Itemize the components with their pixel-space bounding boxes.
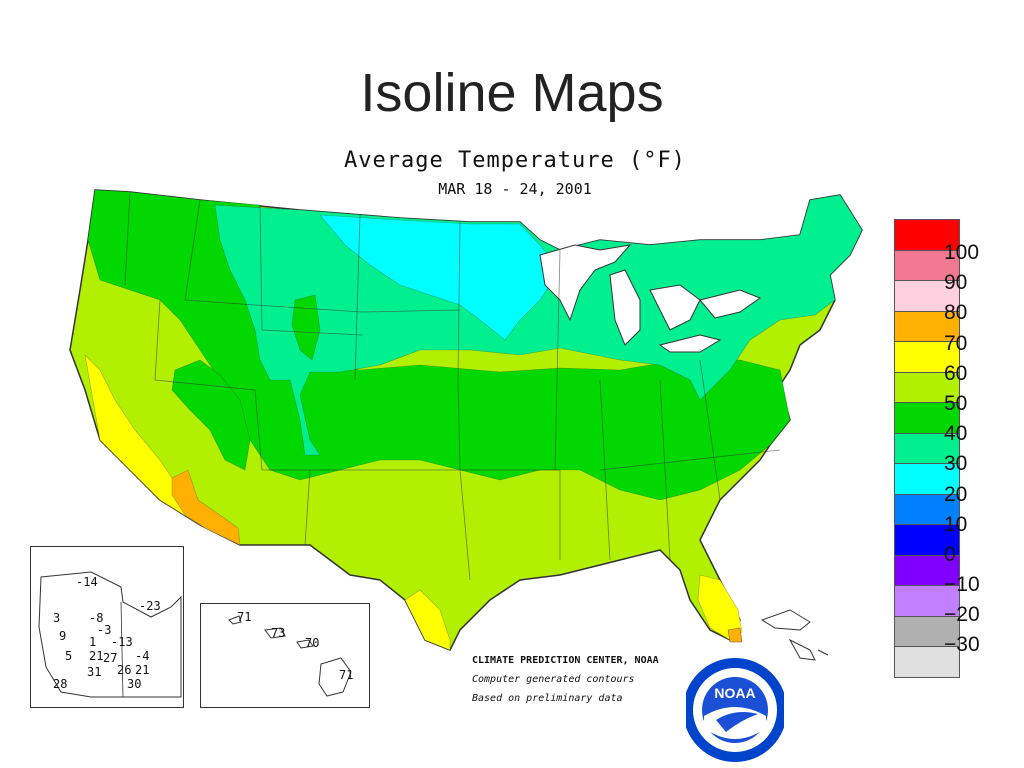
alaska-label: -8 xyxy=(89,611,104,625)
legend-swatch xyxy=(894,494,960,525)
legend-label: 30 xyxy=(944,452,968,476)
alaska-map xyxy=(38,571,182,698)
legend-label: 100 xyxy=(944,241,980,264)
alaska-label: 3 xyxy=(53,611,61,625)
legend-label: 50 xyxy=(944,391,968,415)
legend-label: −10 xyxy=(944,573,980,597)
band-70-florida xyxy=(727,627,743,643)
alaska-label: -13 xyxy=(111,635,133,649)
legend-swatch xyxy=(894,464,960,495)
legend-label: −30 xyxy=(944,633,980,657)
alaska-inset: -14 -23 3 -8 -3 9 1 -13 5 21 27 -4 26 21… xyxy=(30,546,184,708)
map-title: Average Temperature (°F) xyxy=(344,148,686,173)
map-date: MAR 18 - 24, 2001 xyxy=(438,180,592,198)
legend-swatch xyxy=(894,433,960,464)
noaa-logo-text: NOAA xyxy=(714,685,755,701)
legend-swatch xyxy=(894,525,960,556)
band-70-arizona xyxy=(171,469,241,546)
legend-swatch xyxy=(894,647,960,678)
hawaii-label: 70 xyxy=(305,636,320,650)
slide-title: Isoline Maps xyxy=(360,63,664,123)
alaska-label: -4 xyxy=(135,649,150,663)
band-60-texas xyxy=(404,589,451,651)
hawaii-label: 71 xyxy=(237,610,252,624)
legend-label: 10 xyxy=(944,512,968,536)
hawaii-inset: 71 73 70 71 xyxy=(200,603,370,708)
legend-swatch xyxy=(894,311,960,342)
alaska-label: 5 xyxy=(65,649,73,663)
legend-swatch xyxy=(894,250,960,281)
band-40-great-basin xyxy=(171,359,251,471)
legend-label: 20 xyxy=(944,482,968,506)
great-lakes xyxy=(539,244,762,353)
hawaii-label: 71 xyxy=(339,668,354,682)
legend-swatch xyxy=(894,616,960,647)
color-legend xyxy=(894,219,960,678)
credit-source: CLIMATE PREDICTION CENTER, NOAA xyxy=(472,655,659,666)
band-30-wyoming xyxy=(291,294,321,361)
alaska-label: 1 xyxy=(89,635,97,649)
alaska-label: -3 xyxy=(97,623,112,637)
legend-label: 90 xyxy=(944,271,968,295)
alaska-label: 30 xyxy=(127,677,142,691)
alaska-label: 28 xyxy=(53,677,68,691)
legend-swatch xyxy=(894,342,960,373)
legend-labels: 100 90 80 70 60 50 40 30 20 10 0 −10 −20 −30 xyxy=(944,238,980,661)
legend-label: 60 xyxy=(944,361,968,385)
legend-swatch xyxy=(894,555,960,586)
credit-data: Based on preliminary data xyxy=(472,693,623,704)
band-20 xyxy=(319,214,561,341)
legend-swatch xyxy=(894,586,960,617)
legend-label: −20 xyxy=(944,603,980,627)
legend-label: 40 xyxy=(944,422,968,446)
credits: CLIMATE PREDICTION CENTER, NOAA Computer… xyxy=(472,655,659,712)
legend-label: 70 xyxy=(944,331,968,355)
legend-swatch xyxy=(894,281,960,312)
alaska-label: 21 xyxy=(135,663,150,677)
legend-label: 0 xyxy=(944,542,956,566)
caribbean-islands xyxy=(760,609,829,661)
alaska-label: 27 xyxy=(103,651,118,665)
legend-swatch xyxy=(894,372,960,403)
noaa-seal-icon: NOAA xyxy=(686,658,784,762)
hawaii-label: 73 xyxy=(271,626,286,640)
alaska-label: -23 xyxy=(139,599,161,613)
alaska-label: 26 xyxy=(117,663,132,677)
alaska-label: 9 xyxy=(59,629,67,643)
alaska-label: 21 xyxy=(89,649,104,663)
hawaii-map xyxy=(228,615,352,697)
alaska-label: -14 xyxy=(76,575,98,589)
state-boundaries xyxy=(124,191,781,581)
legend-label: 80 xyxy=(944,301,968,325)
legend-swatch xyxy=(894,219,960,251)
credit-method: Computer generated contours xyxy=(472,674,635,685)
alaska-label: 31 xyxy=(87,665,102,679)
legend-swatch xyxy=(894,403,960,434)
